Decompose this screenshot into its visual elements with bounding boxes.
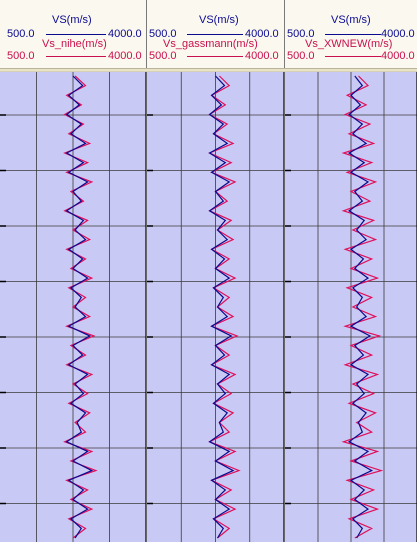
track-1-bottom-max: 4000.0 bbox=[108, 50, 142, 62]
track-2-bottom-scale-line bbox=[187, 56, 243, 57]
track-1-series-vs-line bbox=[65, 75, 94, 539]
track-header-divider-1 bbox=[146, 0, 147, 68]
track-1-top-max: 4000.0 bbox=[108, 28, 142, 40]
track-3-series-vs-line bbox=[347, 75, 374, 539]
track-3-top-max: 4000.0 bbox=[381, 28, 415, 40]
track-3-top-scale-line bbox=[325, 34, 381, 35]
track-3-bottom-scale-line bbox=[325, 56, 381, 57]
track-1-bottom-scale-line bbox=[46, 56, 106, 57]
track-header-3: VS(m/s) 500.0 4000.0 Vs_XWNEW(m/s) 500.0… bbox=[285, 0, 417, 68]
log-header: VS(m/s) 500.0 4000.0 Vs_nihe(m/s) 500.0 … bbox=[0, 0, 417, 70]
track-header-2: VS(m/s) 500.0 4000.0 Vs_gassmann(m/s) 50… bbox=[147, 0, 284, 68]
track-2-top-min: 500.0 bbox=[149, 28, 177, 40]
track-3-top-min: 500.0 bbox=[287, 28, 315, 40]
track-1-top-min: 500.0 bbox=[7, 28, 35, 40]
track-3-bottom-min: 500.0 bbox=[287, 50, 315, 62]
track-header-1: VS(m/s) 500.0 4000.0 Vs_nihe(m/s) 500.0 … bbox=[0, 0, 146, 68]
track-3-bottom-max: 4000.0 bbox=[381, 50, 415, 62]
track-1-series-estimated-line bbox=[63, 75, 98, 539]
track-1-bottom-min: 500.0 bbox=[7, 50, 35, 62]
track-3-series-estimated-line bbox=[341, 75, 384, 539]
track-1-bottom-curve-name: Vs_nihe(m/s) bbox=[42, 38, 107, 50]
track-header-divider-2 bbox=[284, 0, 285, 68]
track-2-bottom-min: 500.0 bbox=[149, 50, 177, 62]
track-1-top-scale-line bbox=[46, 34, 106, 35]
track-2-bottom-max: 4000.0 bbox=[245, 50, 279, 62]
track-3-bottom-curve-name: Vs_XWNEW(m/s) bbox=[305, 38, 393, 50]
track-2-top-max: 4000.0 bbox=[245, 28, 279, 40]
track-2-series-vs-line bbox=[208, 75, 235, 539]
track-3-top-curve-name: VS(m/s) bbox=[331, 14, 371, 26]
log-tracks-plot bbox=[0, 72, 417, 542]
track-1-top-curve-name: VS(m/s) bbox=[52, 14, 92, 26]
track-2-top-scale-line bbox=[187, 34, 243, 35]
track-2-top-curve-name: VS(m/s) bbox=[199, 14, 239, 26]
header-separator bbox=[0, 68, 417, 72]
track-2-bottom-curve-name: Vs_gassmann(m/s) bbox=[163, 38, 258, 50]
